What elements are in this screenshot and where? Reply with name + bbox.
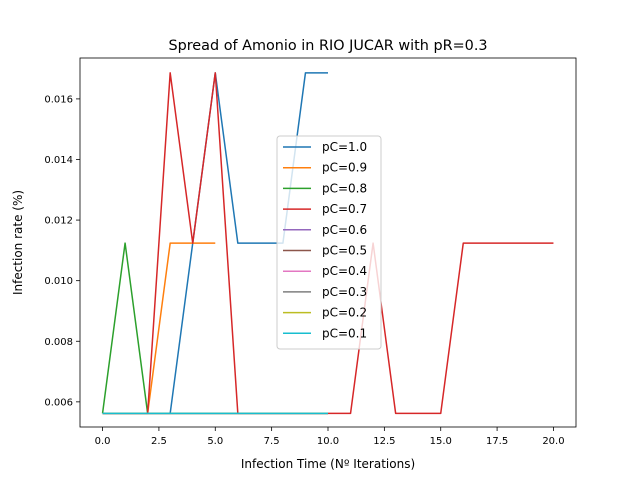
- legend: pC=1.0 pC=0.9 pC=0.8 pC=0.7 pC=0.6 pC=0.5 pC=0…: [276, 135, 382, 350]
- y-tick-label: 0.016: [44, 94, 73, 105]
- series-line-1: [102, 242, 216, 415]
- x-tick-label: 17.5: [486, 436, 508, 447]
- legend-label: pC=1.0: [322, 140, 367, 154]
- y-tick-label: 0.010: [44, 276, 73, 287]
- legend-box: [276, 135, 382, 350]
- y-axis: 0.006 0.008 0.010 0.012 0.014 0.016: [44, 94, 80, 408]
- legend-label: pC=0.1: [322, 326, 367, 340]
- legend-label: pC=0.4: [322, 264, 367, 278]
- chart-title: Spread of Amonio in RIO JUCAR with pR=0.…: [168, 38, 487, 54]
- x-tick-label: 20.0: [542, 436, 564, 447]
- series-line-2: [101, 242, 149, 414]
- x-tick-label: 5.0: [207, 436, 223, 447]
- legend-label: pC=0.3: [322, 285, 367, 299]
- x-tick-label: 12.5: [373, 436, 395, 447]
- legend-label: pC=0.2: [322, 306, 367, 320]
- y-tick-label: 0.012: [44, 216, 73, 227]
- y-axis-label: Infection rate (%): [11, 190, 25, 295]
- x-tick-label: 10.0: [317, 436, 339, 447]
- legend-label: pC=0.5: [322, 244, 367, 258]
- legend-label: pC=0.6: [322, 223, 367, 237]
- y-tick-label: 0.014: [44, 155, 73, 166]
- x-tick-label: 2.5: [151, 436, 167, 447]
- x-axis-label: Infection Time (Nº Iterations): [241, 457, 415, 471]
- legend-label: pC=0.7: [322, 202, 367, 216]
- y-tick-label: 0.008: [44, 337, 73, 348]
- x-axis: 0.0 2.5 5.0 7.5 10.0 12.5 15.0 17.5 20.0: [95, 427, 565, 447]
- x-tick-label: 15.0: [430, 436, 452, 447]
- legend-label: pC=0.8: [322, 181, 367, 195]
- y-tick-label: 0.006: [44, 397, 73, 408]
- x-tick-label: 0.0: [95, 436, 111, 447]
- legend-label: pC=0.9: [322, 161, 367, 175]
- x-tick-label: 7.5: [264, 436, 280, 447]
